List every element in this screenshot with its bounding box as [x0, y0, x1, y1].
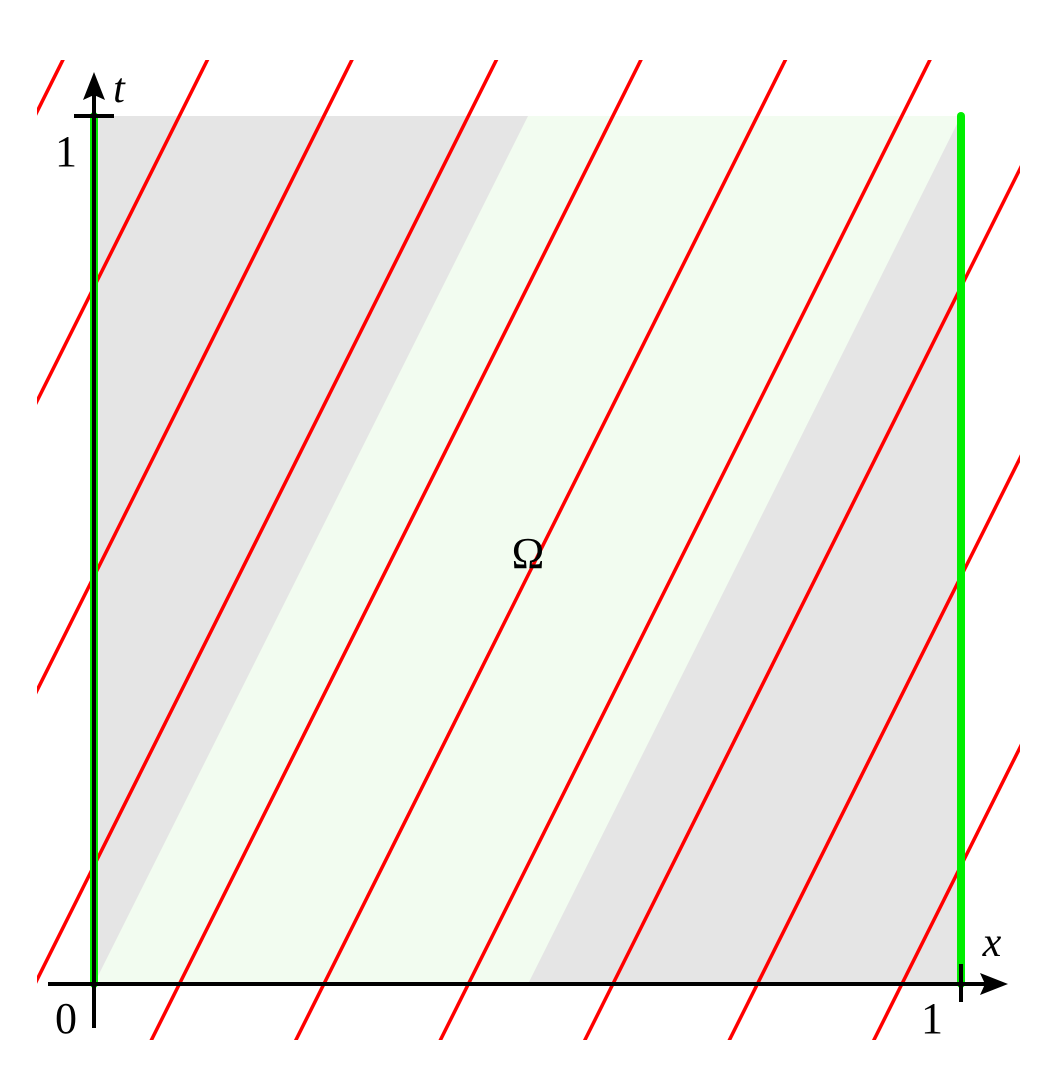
t-one-label: 1	[55, 127, 77, 176]
characteristic-line	[438, 60, 932, 1040]
characteristic-line	[37, 60, 354, 695]
characteristic-line	[293, 60, 788, 1040]
t-axis-arrowhead	[83, 72, 105, 100]
domain-label: Ω	[512, 529, 545, 578]
characteristic-line	[582, 164, 1020, 1040]
x-one-label: 1	[921, 994, 943, 1043]
characteristic-line	[149, 60, 643, 1040]
origin-label: 0	[55, 994, 77, 1043]
characteristic-line	[871, 743, 1020, 1040]
highlighted-band	[94, 116, 961, 984]
t-axis-label: t	[113, 66, 126, 112]
characteristic-line	[727, 454, 1020, 1040]
characteristic-line	[37, 60, 210, 406]
x-axis-arrowhead	[980, 973, 1008, 995]
x-axis-label: x	[982, 920, 1002, 966]
characteristic-line	[37, 60, 499, 984]
